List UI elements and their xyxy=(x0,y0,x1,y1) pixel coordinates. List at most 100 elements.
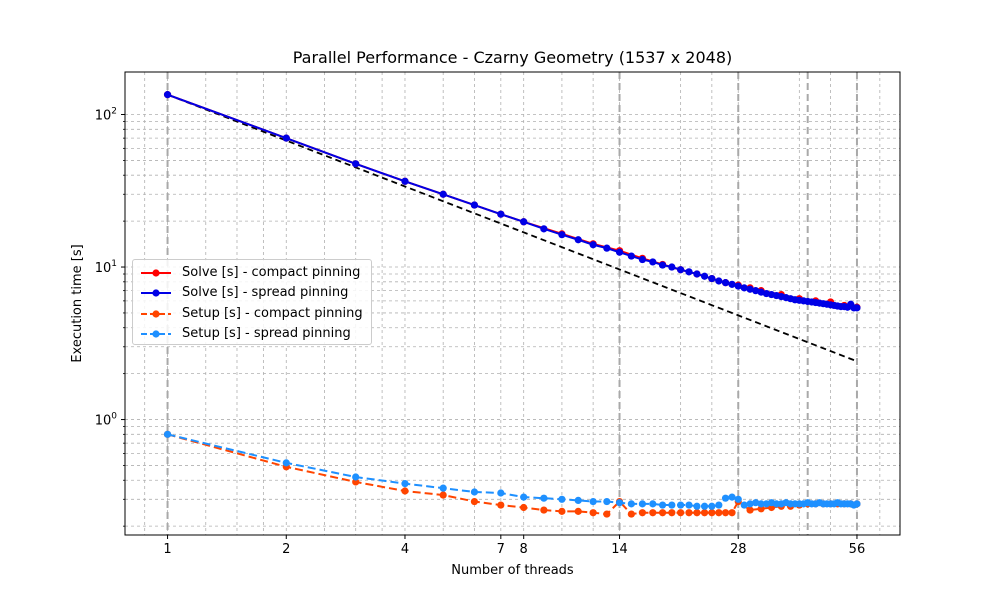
data-point xyxy=(163,91,172,99)
data-point xyxy=(540,225,548,233)
data-point xyxy=(627,510,635,518)
series-layer xyxy=(163,91,861,518)
data-point xyxy=(401,487,409,495)
legend-marker xyxy=(152,289,160,297)
data-point xyxy=(728,493,736,501)
x-tick-label: 7 xyxy=(497,542,505,557)
data-point xyxy=(282,459,290,467)
series-line xyxy=(167,433,858,508)
x-tick-label: 56 xyxy=(849,542,866,557)
data-point xyxy=(721,494,730,502)
data-point xyxy=(615,499,624,507)
y-tick-exponent: 0 xyxy=(111,412,117,422)
series-1 xyxy=(163,91,861,312)
legend-item: Solve [s] - spread pinning xyxy=(139,282,348,302)
data-point xyxy=(668,501,676,509)
data-point xyxy=(638,500,647,508)
data-point xyxy=(734,495,742,503)
x-tick-label: 1 xyxy=(163,542,171,557)
legend-item: Setup [s] - spread pinning xyxy=(139,323,351,343)
data-point xyxy=(700,509,709,517)
data-point xyxy=(685,501,693,509)
data-point xyxy=(439,484,447,492)
y-tick-label: 100 xyxy=(95,412,118,429)
data-point xyxy=(540,506,548,514)
data-point xyxy=(668,509,676,517)
legend-swatch xyxy=(139,285,173,299)
data-point xyxy=(715,501,723,509)
data-point xyxy=(649,500,657,508)
data-point xyxy=(752,499,760,507)
data-point xyxy=(638,509,647,517)
data-point xyxy=(649,258,657,266)
data-point xyxy=(470,497,479,506)
data-point xyxy=(752,287,760,295)
ideal-scaling-layer xyxy=(167,93,858,363)
data-point xyxy=(734,282,742,290)
legend-swatch-glyph xyxy=(141,310,171,318)
legend-swatch-glyph xyxy=(141,289,171,297)
data-point xyxy=(677,509,685,517)
data-point xyxy=(603,510,611,518)
legend-marker xyxy=(152,269,160,277)
legend-swatch-glyph xyxy=(141,269,171,277)
data-point xyxy=(470,201,479,209)
data-point xyxy=(715,509,723,517)
series-3 xyxy=(163,430,861,510)
legend: Solve [s] - compact pinning Solve [s] - … xyxy=(132,259,372,345)
data-point xyxy=(685,268,693,276)
data-point xyxy=(721,509,730,517)
plot-frame xyxy=(124,71,901,536)
legend-marker xyxy=(152,330,160,338)
data-point xyxy=(540,494,548,502)
data-point xyxy=(627,252,635,260)
x-tick-label: 8 xyxy=(520,542,528,557)
data-point xyxy=(282,134,290,142)
legend-swatch xyxy=(139,306,173,320)
data-point xyxy=(352,160,360,168)
data-point xyxy=(627,500,635,508)
data-point xyxy=(740,501,748,509)
legend-label: Setup [s] - spread pinning xyxy=(182,325,351,341)
legend-item: Solve [s] - compact pinning xyxy=(139,262,360,282)
data-point xyxy=(558,231,566,239)
legend-label: Solve [s] - spread pinning xyxy=(182,284,349,300)
data-point xyxy=(746,500,754,508)
data-point xyxy=(658,261,667,269)
data-point xyxy=(746,285,754,293)
data-point xyxy=(638,255,647,264)
data-point xyxy=(853,304,861,312)
data-point xyxy=(603,497,611,506)
data-point xyxy=(520,503,528,512)
x-tick-label: 4 xyxy=(401,542,409,557)
data-point xyxy=(708,502,716,510)
legend-label: Setup [s] - compact pinning xyxy=(182,305,363,321)
data-point xyxy=(574,507,582,515)
y-tick-exponent: 1 xyxy=(111,259,117,269)
data-point xyxy=(746,506,754,514)
data-point xyxy=(497,210,505,218)
data-point xyxy=(715,277,723,285)
legend-marker xyxy=(152,310,160,318)
x-tick-label: 14 xyxy=(611,542,628,557)
data-point xyxy=(574,236,582,244)
data-point xyxy=(658,501,667,509)
data-point xyxy=(728,280,736,288)
data-point xyxy=(708,509,716,517)
data-point xyxy=(668,263,676,271)
data-point xyxy=(853,500,861,508)
data-point xyxy=(401,480,409,488)
data-point xyxy=(728,509,736,517)
data-point xyxy=(352,473,360,481)
y-tick-label: 102 xyxy=(95,107,117,124)
data-point xyxy=(693,502,701,510)
data-point xyxy=(574,496,582,505)
chart-title: Parallel Performance - Czarny Geometry (… xyxy=(293,48,733,67)
data-point xyxy=(721,279,730,287)
data-point xyxy=(693,270,701,278)
legend-swatch xyxy=(139,326,173,340)
data-point xyxy=(439,491,447,499)
data-point xyxy=(757,500,765,508)
data-point xyxy=(603,244,611,252)
